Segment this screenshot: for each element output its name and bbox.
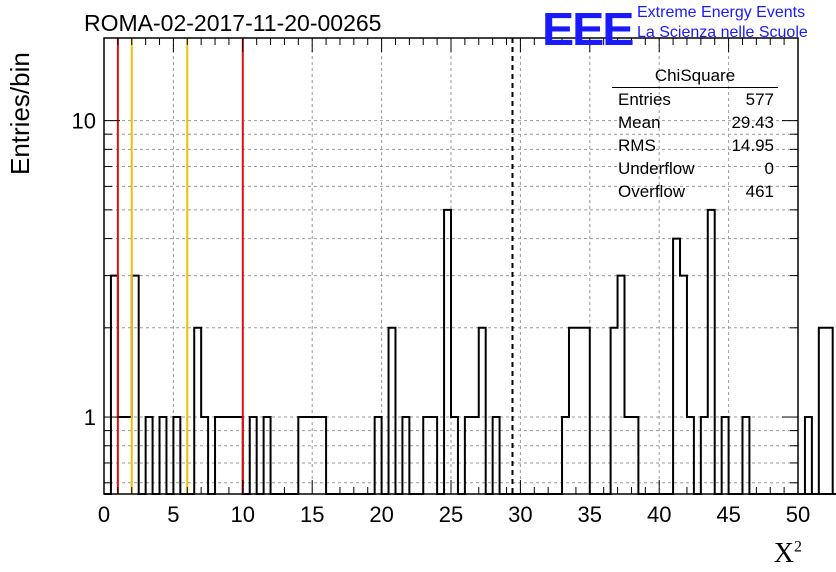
marker-lines: [116, 38, 514, 494]
stats-row: RMS 14.95: [612, 134, 778, 157]
stats-row: Overflow 461: [612, 180, 778, 203]
x-axis-label-base: X: [773, 538, 794, 569]
y-tick-label: 1: [84, 405, 96, 430]
x-tick-label: 10: [231, 502, 255, 527]
stats-label: Entries: [618, 89, 671, 109]
eee-logo: EEE: [542, 3, 634, 55]
x-tick-label: 45: [716, 502, 740, 527]
stats-value: 577: [745, 89, 774, 109]
x-axis-label-superscript: 2: [794, 538, 802, 556]
x-tick-label: 20: [369, 502, 393, 527]
stats-value: 14.95: [731, 135, 774, 155]
stats-label: RMS: [618, 135, 656, 155]
stats-value: 0: [764, 158, 774, 178]
tick-labels: 0 5 10 15 20 25 30 35 40 45 50 1 10: [72, 109, 811, 527]
x-tick-label: 40: [647, 502, 671, 527]
logo-line-2: La Scienza nelle Scuole: [637, 24, 808, 41]
y-tick-label: 10: [72, 109, 96, 134]
stats-row: Entries 577: [612, 88, 778, 111]
stats-label: Overflow: [618, 181, 686, 201]
chart-title: ROMA-02-2017-11-20-00265: [84, 10, 382, 36]
x-tick-label: 15: [300, 502, 324, 527]
stats-row: Mean 29.43: [612, 111, 778, 134]
stats-row: Underflow 0: [612, 157, 778, 180]
stats-label: Mean: [618, 112, 661, 132]
stats-value: 461: [745, 181, 774, 201]
stats-value: 29.43: [731, 112, 774, 132]
stats-label: Underflow: [618, 158, 695, 178]
x-tick-label: 5: [167, 502, 179, 527]
stats-title: ChiSquare: [612, 66, 778, 88]
x-tick-label: 30: [508, 502, 532, 527]
x-axis-label: X2: [774, 538, 802, 570]
x-tick-label: 35: [578, 502, 602, 527]
stats-box: ChiSquare Entries 577 Mean 29.43 RMS 14.95 …: [612, 66, 778, 203]
x-tick-label: 0: [98, 502, 110, 527]
x-tick-label: 25: [439, 502, 463, 527]
y-axis-label: Entries/bin: [5, 52, 35, 175]
axis-ticks: [103, 38, 799, 494]
x-tick-label: 50: [786, 502, 810, 527]
logo-line-1: Extreme Energy Events: [637, 4, 806, 21]
